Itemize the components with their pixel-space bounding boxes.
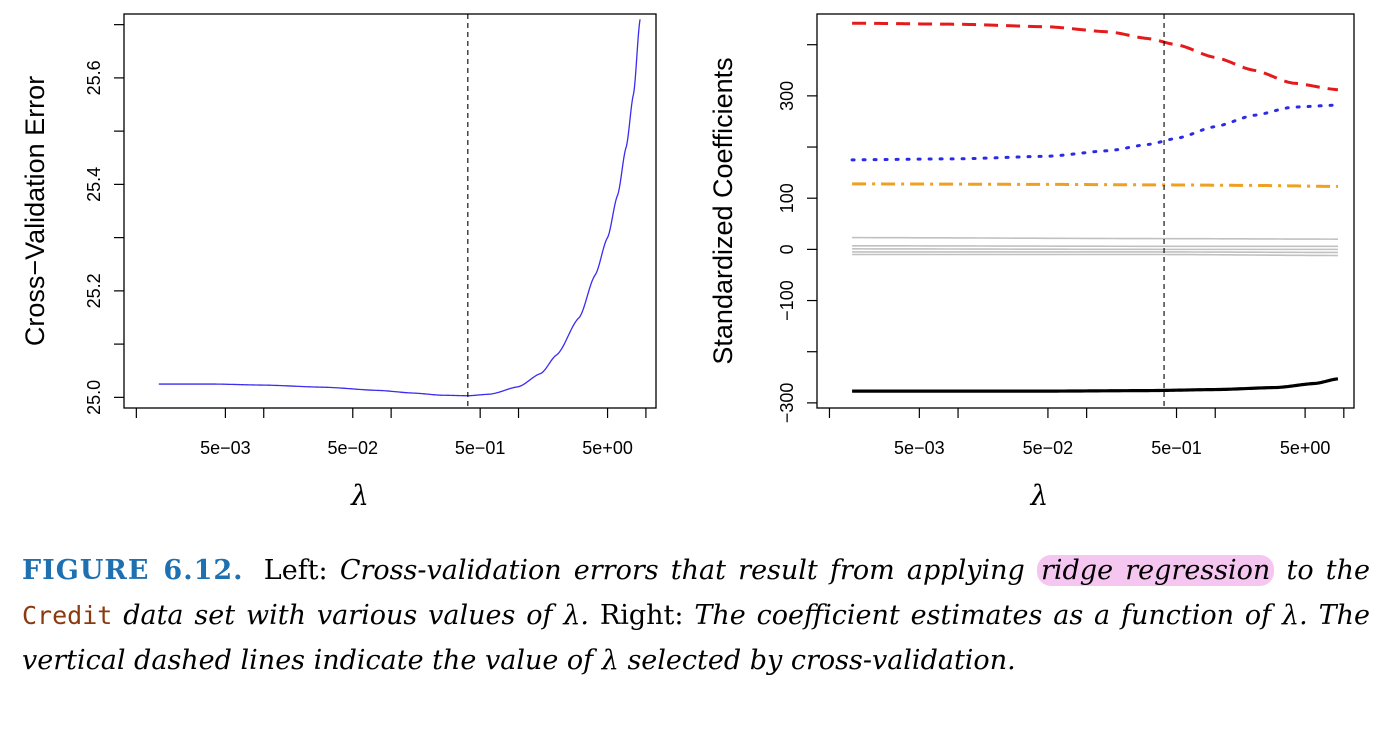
caption-to-the: to the — [1286, 555, 1370, 586]
series-line-7 — [852, 251, 1338, 254]
plot-frame — [123, 13, 657, 409]
x-tick-label: 5e−03 — [200, 438, 251, 458]
figure-caption: FIGURE 6.12. Left: Cross-validation erro… — [22, 548, 1370, 683]
series-line-6 — [852, 248, 1338, 251]
y-tick-label: 25.0 — [84, 380, 104, 415]
y-tick-label: 25.2 — [84, 273, 104, 308]
y-axis-label: Cross−Validation Error — [20, 76, 50, 346]
series-line-4 — [852, 236, 1338, 240]
caption-left-text: Cross-validation errors that result from… — [339, 555, 1025, 586]
series-line-1 — [852, 21, 1339, 92]
x-tick-label: 5e+00 — [1280, 438, 1331, 458]
series-line-5 — [852, 244, 1338, 248]
figure-label: FIGURE 6.12. — [22, 555, 244, 586]
y-tick-label: −300 — [777, 383, 797, 424]
series-line-2 — [850, 103, 1340, 162]
y-tick-label: 300 — [777, 81, 797, 111]
y-axis-label: Standardized Coefficients — [708, 57, 738, 364]
x-tick-label: 5e−02 — [327, 438, 378, 458]
series-line-9 — [852, 377, 1339, 393]
cv-error-chart: 5e−03 5e−02 5e−01 5e+00 25.0 25.2 25.4 25.6 λ Cro… — [20, 13, 657, 512]
y-tick-label: 25.6 — [84, 60, 104, 95]
caption-highlight: ridge regression — [1036, 555, 1275, 586]
caption-left-text-end: data set with various values of λ. — [123, 600, 590, 631]
x-tick-label: 5e−02 — [1023, 438, 1074, 458]
caption-right-text: The coefficient estimates as a function … — [22, 600, 1371, 676]
x-tick-label: 5e−03 — [894, 438, 945, 458]
series-line-8 — [852, 253, 1338, 257]
y-tick-label: −100 — [777, 280, 797, 321]
standardized-coefficients-chart: 5e−03 5e−02 5e−01 5e+00 −300 −100 0 100 300 λ Stan… — [708, 13, 1355, 512]
x-tick-label: 5e+00 — [582, 438, 633, 458]
x-tick-label: 5e−01 — [455, 438, 506, 458]
series-line-1 — [158, 19, 641, 397]
x-axis-label: λ — [350, 479, 369, 512]
caption-dataset-code: Credit — [22, 601, 113, 630]
plot-frame — [816, 13, 1355, 409]
y-tick-label: 0 — [777, 244, 797, 254]
x-axis-label: λ — [1030, 479, 1049, 512]
caption-right-label: Right: — [599, 600, 684, 631]
series-line-3 — [852, 182, 1338, 188]
x-tick-label: 5e−01 — [1151, 438, 1202, 458]
y-tick-label: 25.4 — [84, 167, 104, 202]
y-tick-label: 100 — [777, 183, 797, 213]
caption-left-label: Left: — [263, 555, 328, 586]
